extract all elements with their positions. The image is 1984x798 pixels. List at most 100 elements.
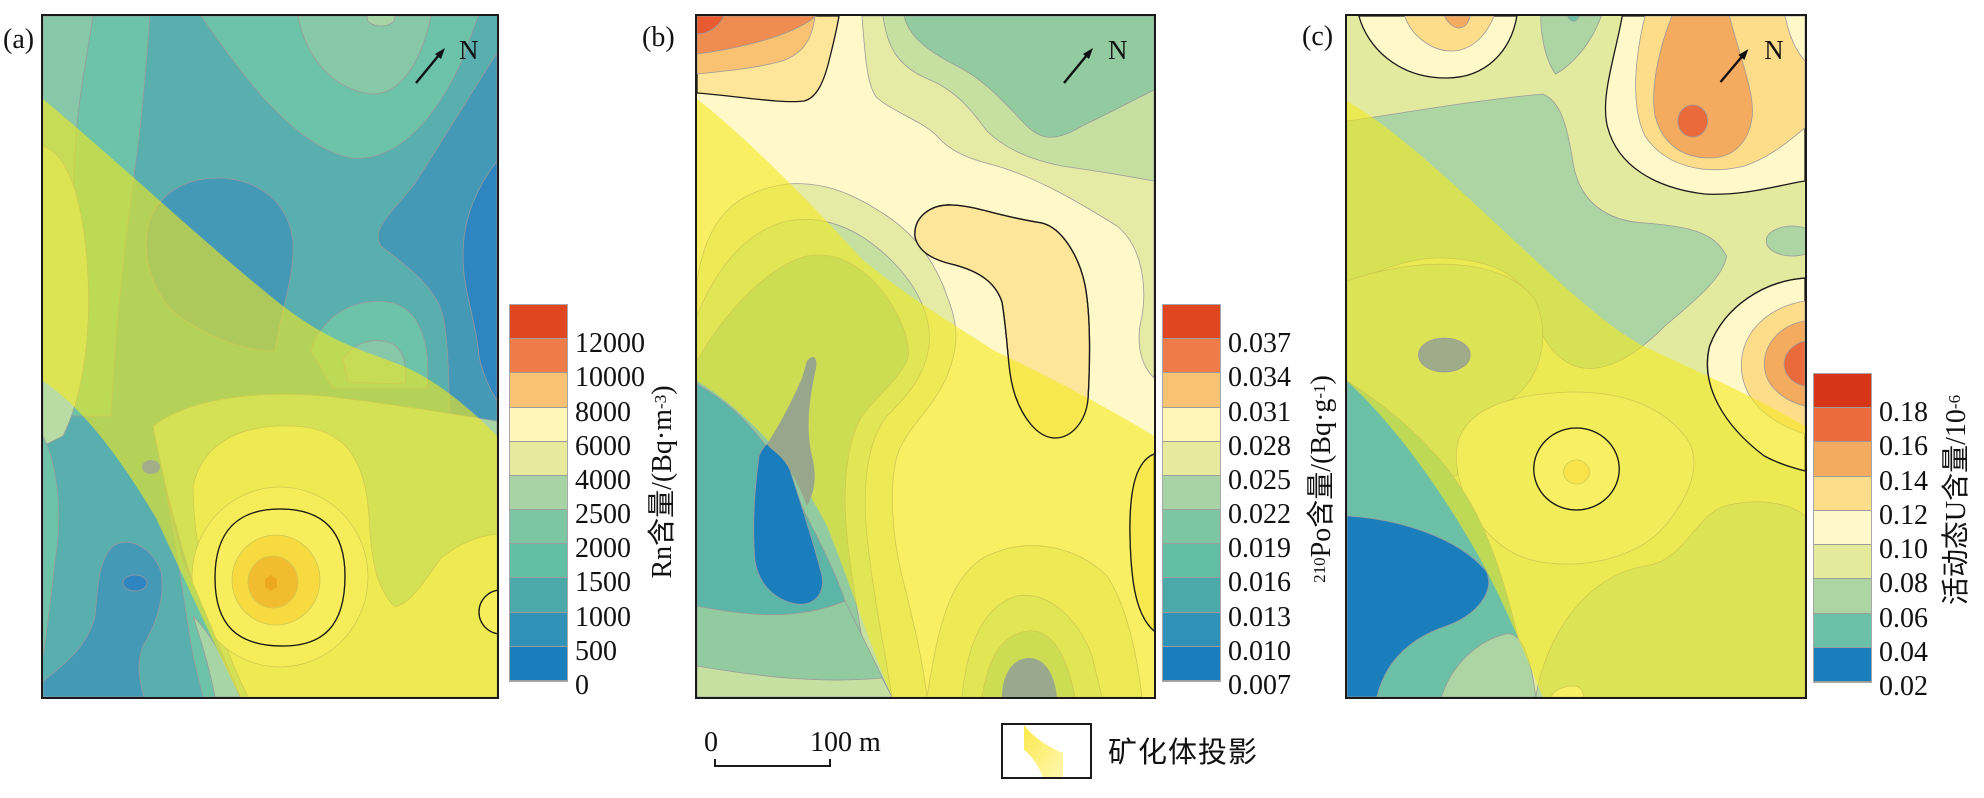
ore-body-projection bbox=[43, 99, 497, 697]
legend-band bbox=[510, 510, 567, 545]
legend-title-u: 活动态U含量/10-6 bbox=[1941, 394, 1972, 606]
contour-region bbox=[1783, 340, 1805, 387]
contour-region bbox=[697, 665, 893, 697]
legend-band bbox=[1163, 441, 1220, 476]
legend-band bbox=[1814, 442, 1871, 477]
legend-band bbox=[1163, 612, 1220, 647]
north-label: N bbox=[1764, 35, 1783, 65]
contour-region bbox=[1765, 225, 1805, 257]
legend-level-label: 500 bbox=[575, 635, 617, 667]
north-arrow-icon bbox=[415, 48, 445, 84]
legend-level-label: 0.02 bbox=[1879, 671, 1928, 702]
legend-level-label: 0.022 bbox=[1228, 499, 1291, 531]
contour-region bbox=[1784, 16, 1805, 62]
legend-colorbar-u: 0.18 0.16 0.14 0.12 0.10 0.08 0.06 0.04 0.02 bbox=[1813, 373, 1928, 701]
north-label: N bbox=[459, 35, 479, 65]
contour-region bbox=[43, 435, 60, 657]
legend-title-rn: Rn含量/(Bq·m-3) bbox=[647, 385, 678, 579]
legend-band bbox=[510, 373, 567, 408]
contour-region bbox=[192, 615, 241, 697]
legend-level-label: 0.013 bbox=[1228, 601, 1291, 633]
legend-band bbox=[510, 646, 567, 681]
ore-body-legend-label: 矿化体投影 bbox=[1108, 737, 1259, 769]
legend-title-exponent: -6 bbox=[1945, 394, 1964, 410]
legend-level-label: 0.019 bbox=[1228, 533, 1291, 565]
legend-band bbox=[510, 544, 567, 579]
legend-level-label: 0.007 bbox=[1228, 670, 1291, 701]
panel-label-a: (a) bbox=[3, 24, 35, 55]
legend-band bbox=[510, 475, 567, 511]
contour-region bbox=[142, 460, 160, 474]
legend-level-label: 6000 bbox=[575, 430, 631, 462]
ore-body-projection bbox=[1347, 101, 1805, 697]
scale-bar-line bbox=[714, 765, 831, 767]
contour-region bbox=[1540, 16, 1602, 75]
legend-level-label: 0.016 bbox=[1228, 567, 1291, 599]
legend-level-label: 1500 bbox=[575, 567, 631, 599]
contour-region bbox=[1404, 16, 1495, 52]
legend-band bbox=[1163, 407, 1220, 442]
legend-title-close: ) bbox=[647, 385, 678, 395]
legend-level-label: 0.010 bbox=[1228, 635, 1291, 667]
contour-region bbox=[1677, 104, 1709, 138]
legend-level-label: 0.16 bbox=[1879, 431, 1928, 463]
contour-region bbox=[122, 574, 148, 592]
north-label: N bbox=[1108, 35, 1128, 65]
contour-line-black bbox=[914, 204, 1091, 439]
legend-band bbox=[510, 578, 567, 613]
scale-bar-tick bbox=[829, 759, 831, 767]
map-panel-po: N bbox=[695, 14, 1156, 699]
legend-level-label: 0.08 bbox=[1879, 568, 1928, 600]
legend-band bbox=[1163, 578, 1220, 613]
contour-region bbox=[903, 16, 1154, 138]
legend-band bbox=[510, 612, 567, 647]
legend-band bbox=[510, 339, 567, 374]
legend-title-po: 210Po含量/(Bq·g-1) bbox=[1306, 375, 1337, 583]
legend-title-exponent: -1 bbox=[1310, 384, 1329, 399]
legend-title-text: Rn含量/(Bq·m bbox=[647, 408, 678, 579]
contour-line-black bbox=[478, 589, 497, 635]
contour-line-black bbox=[214, 508, 346, 647]
ore-body-legend-swatch bbox=[1001, 723, 1092, 779]
contour-region bbox=[697, 16, 817, 55]
contour-region bbox=[1567, 16, 1580, 22]
contour-region bbox=[377, 52, 497, 462]
legend-title-text: Po含量/(Bq·g bbox=[1306, 398, 1337, 558]
legend-level-label: 2000 bbox=[575, 533, 631, 565]
legend-band bbox=[1814, 579, 1871, 614]
contour-region bbox=[1002, 658, 1057, 697]
legend-band bbox=[1814, 374, 1871, 409]
legend-title-close: ) bbox=[1306, 375, 1337, 385]
contour-region bbox=[462, 160, 497, 402]
legend-level-label: 0.06 bbox=[1879, 602, 1928, 634]
legend-band bbox=[510, 305, 567, 340]
panel-label-c: (c) bbox=[1302, 21, 1334, 52]
legend-band bbox=[1814, 647, 1871, 682]
legend-band bbox=[1814, 613, 1871, 648]
legend-level-label: 2500 bbox=[575, 499, 631, 531]
legend-level-label: 0.14 bbox=[1879, 465, 1928, 497]
scale-bar-end-label: 100 m bbox=[810, 727, 881, 758]
contour-region bbox=[1347, 515, 1490, 697]
legend-title-text: 活动态U含量/10 bbox=[1941, 409, 1972, 606]
contour-region bbox=[1440, 633, 1537, 697]
scale-bar-tick bbox=[714, 759, 716, 767]
contour-region bbox=[366, 16, 396, 27]
legend-band bbox=[1163, 646, 1220, 681]
legend-level-label: 12000 bbox=[575, 328, 645, 360]
contour-region bbox=[297, 16, 432, 95]
legend-band bbox=[1814, 476, 1871, 511]
legend-level-label: 0.18 bbox=[1879, 397, 1928, 429]
contour-region bbox=[697, 16, 725, 35]
legend-title-exponent: -3 bbox=[651, 394, 670, 409]
legend-level-label: 0.10 bbox=[1879, 534, 1928, 566]
legend-level-label: 0.031 bbox=[1228, 396, 1291, 428]
legend-level-label: 0.034 bbox=[1228, 362, 1291, 394]
contour-line-black bbox=[1533, 427, 1620, 511]
ore-body-projection bbox=[697, 99, 1154, 697]
contour-line-black bbox=[1129, 453, 1154, 632]
legend-level-label: 0.12 bbox=[1879, 499, 1928, 531]
legend-band bbox=[1163, 510, 1220, 545]
legend-band bbox=[510, 407, 567, 442]
legend-level-label: 0.025 bbox=[1228, 464, 1291, 496]
